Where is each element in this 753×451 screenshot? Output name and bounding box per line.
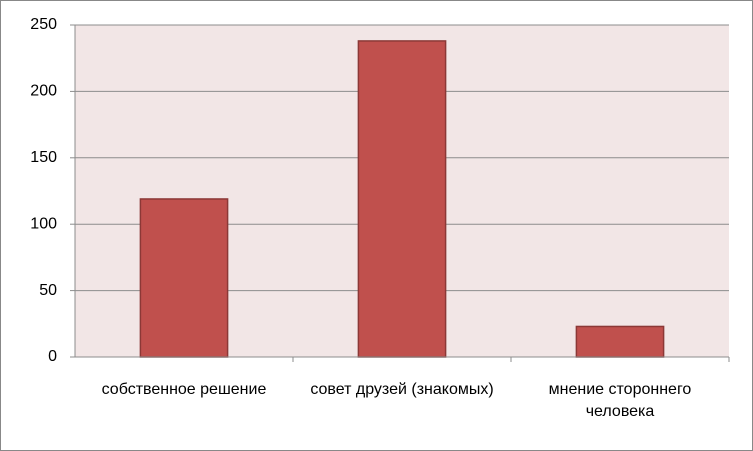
y-tick-label: 50 <box>39 282 57 299</box>
bar <box>139 198 229 358</box>
bar <box>357 40 447 358</box>
x-tick-label: мнение стороннего человека <box>548 381 692 420</box>
x-tick-label: собственное решение <box>101 381 267 398</box>
y-tick-label: 100 <box>30 215 57 232</box>
x-tick-label: совет друзей (знакомых) <box>310 381 494 398</box>
y-tick-label: 250 <box>30 16 57 33</box>
y-tick-label: 150 <box>30 149 57 166</box>
y-tick-label: 200 <box>30 83 57 100</box>
y-tick-label: 0 <box>48 348 57 365</box>
bar <box>575 325 665 358</box>
